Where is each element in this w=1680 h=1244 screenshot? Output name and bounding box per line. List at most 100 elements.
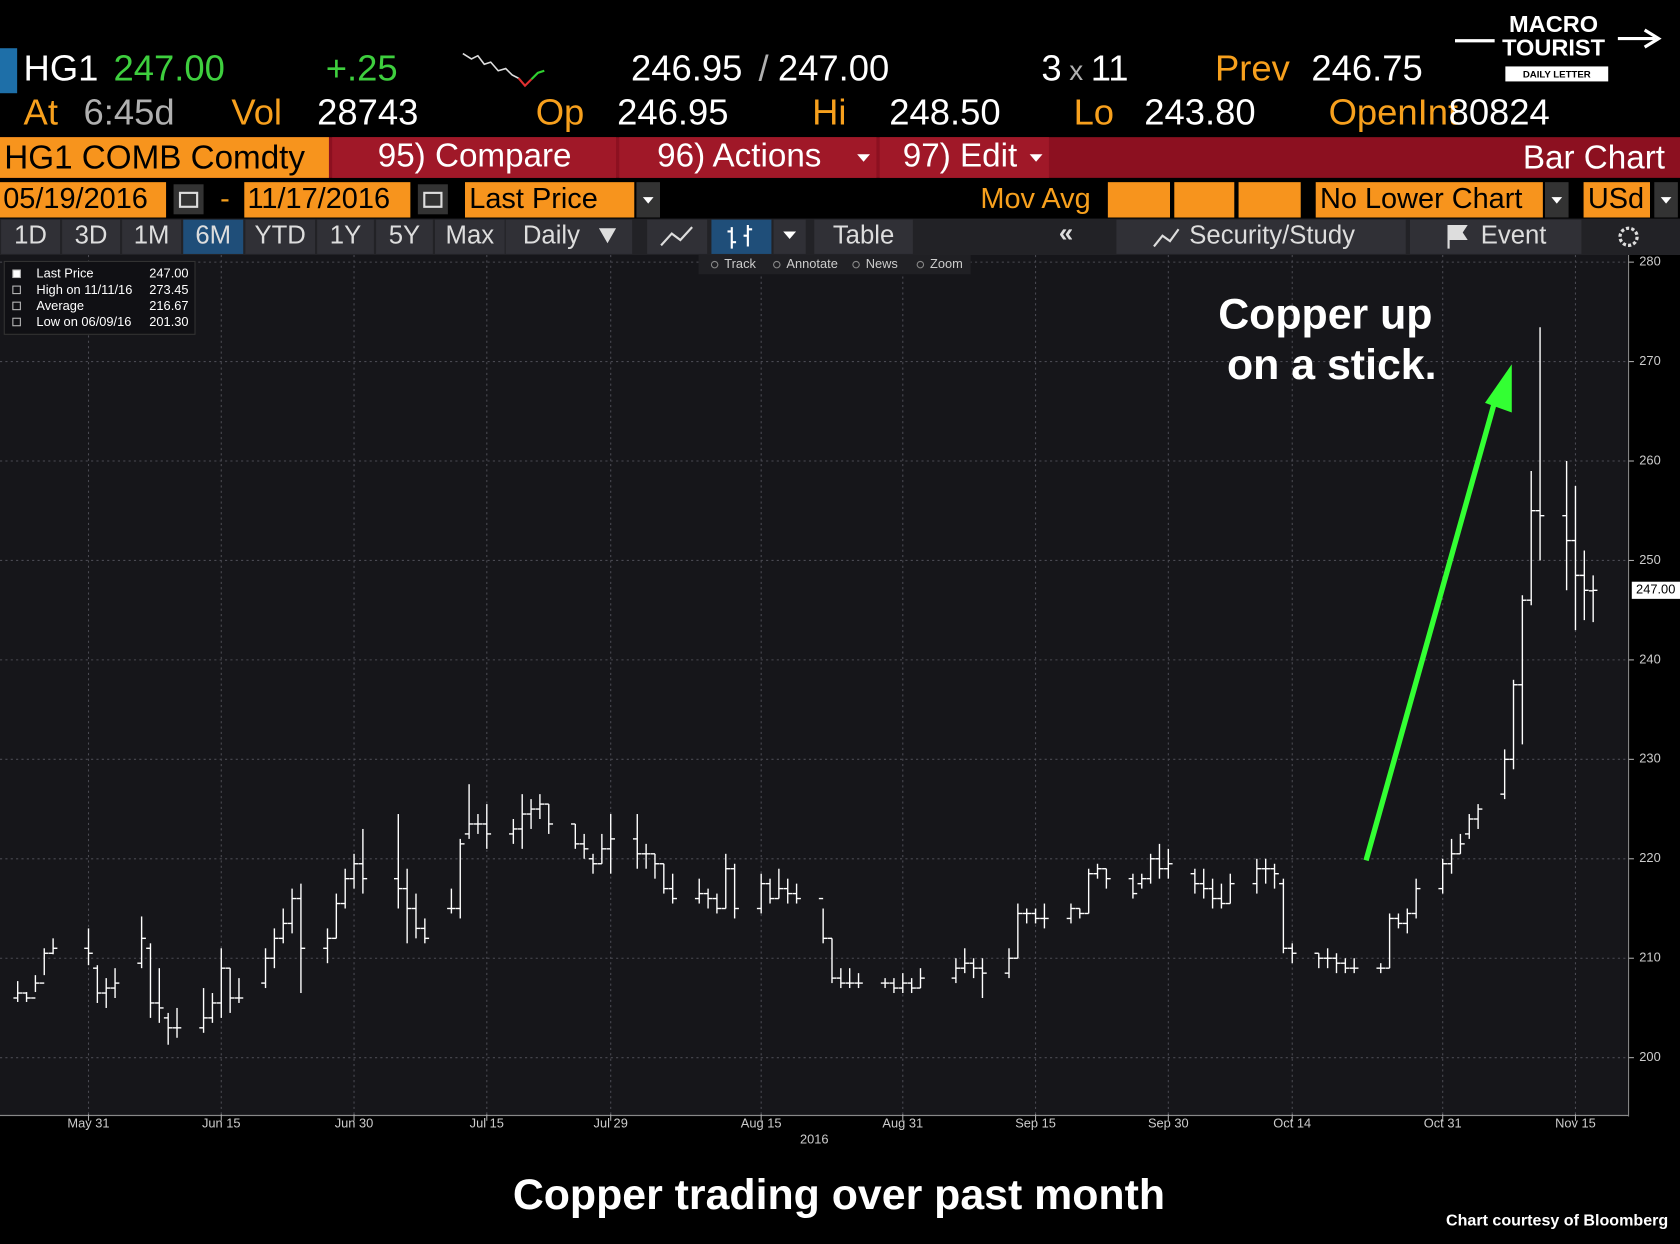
mov-avg-box[interactable] <box>1238 182 1301 218</box>
y-tick-label: 200 <box>1639 1049 1660 1064</box>
high: 248.50 <box>889 91 1000 132</box>
x-tick-label: Nov 15 <box>1555 1115 1596 1130</box>
y-tick-label: 280 <box>1639 254 1660 269</box>
chart-tool-icon <box>852 260 860 269</box>
security[interactable]: HG1 COMB Comdty <box>4 139 305 176</box>
period-button[interactable] <box>122 219 182 254</box>
end-date[interactable]: 11/17/2016 <box>248 183 391 215</box>
legend-label: Last Price <box>36 266 93 281</box>
x-tick-label: Oct 14 <box>1273 1115 1311 1130</box>
period-button[interactable] <box>435 219 505 254</box>
table[interactable]: Table <box>833 222 894 250</box>
plot-area <box>0 255 1629 1117</box>
caption: Copper trading over past month <box>513 1171 1165 1219</box>
period[interactable]: 1Y <box>330 222 361 250</box>
period-button[interactable] <box>62 219 120 254</box>
security-study[interactable]: Security/Study <box>1189 222 1355 250</box>
calendar-glyph <box>178 191 199 208</box>
start-date[interactable]: 05/19/2016 <box>3 183 148 215</box>
field[interactable]: Last Price <box>469 183 598 215</box>
vol-label: Vol <box>231 91 282 132</box>
collapse[interactable]: « <box>1059 219 1073 247</box>
open: 246.95 <box>617 91 728 132</box>
frequency[interactable]: Daily <box>523 222 580 250</box>
mov-avg-box[interactable] <box>1174 182 1235 218</box>
legend-items: Last Price 247.00 High on 11/11/16 273.45 Av… <box>12 266 189 329</box>
event[interactable]: Event <box>1481 222 1547 250</box>
low: 243.80 <box>1144 91 1255 132</box>
compare[interactable]: 95) Compare <box>378 137 572 174</box>
currency[interactable]: USd <box>1588 183 1644 215</box>
period-button[interactable] <box>245 219 315 254</box>
x-tick-label: Jul 15 <box>470 1115 504 1130</box>
dropdown-arrow <box>642 197 654 204</box>
lower-chart-box[interactable] <box>1315 182 1543 218</box>
chart-tool-icon <box>916 260 925 269</box>
chart-type[interactable]: Bar Chart <box>1523 139 1665 176</box>
separator: / <box>759 47 770 88</box>
study-icon <box>1153 228 1180 248</box>
x-tick-label: Sep 30 <box>1148 1115 1189 1130</box>
period[interactable]: Max <box>446 222 495 250</box>
dropdown-arrow <box>783 231 797 239</box>
logo: MACRO TOURIST DAILY LETTER <box>1455 11 1662 82</box>
period-button[interactable] <box>183 219 244 254</box>
table-button[interactable] <box>814 219 913 254</box>
actions[interactable]: 96) Actions <box>657 137 821 174</box>
chart-tools <box>698 255 971 275</box>
chart-tool[interactable]: Track <box>724 256 756 271</box>
period[interactable]: 3D <box>75 222 108 250</box>
x-tick-label: Jul 29 <box>594 1115 628 1130</box>
edit[interactable]: 97) Edit <box>903 137 1017 174</box>
calendar-icon[interactable] <box>417 184 448 215</box>
date-box[interactable] <box>0 182 167 218</box>
legend-marker <box>12 269 21 279</box>
dropdown-arrow <box>857 154 870 162</box>
prev-label: Prev <box>1215 47 1291 88</box>
period[interactable]: 6M <box>195 222 231 250</box>
legend-marker <box>12 301 21 311</box>
open-interest: 80824 <box>1449 91 1550 132</box>
edit-button[interactable] <box>879 137 1049 178</box>
period[interactable]: 1M <box>134 222 170 250</box>
date-box[interactable] <box>244 182 411 218</box>
event-button[interactable] <box>1410 219 1582 254</box>
op-label: Op <box>536 91 585 132</box>
bar-chart-button[interactable] <box>711 219 772 254</box>
legend-value: 273.45 <box>149 282 188 297</box>
actions-button[interactable] <box>619 137 877 178</box>
legend-value: 201.30 <box>149 314 188 329</box>
field-box[interactable] <box>465 182 635 218</box>
lower-chart[interactable]: No Lower Chart <box>1320 183 1522 215</box>
security-box[interactable] <box>0 137 329 178</box>
period-button[interactable] <box>317 219 374 254</box>
mov-avg-box[interactable] <box>1107 182 1170 218</box>
time: 6:45d <box>84 91 175 132</box>
x-tick-label: Oct 31 <box>1424 1115 1462 1130</box>
compare-button[interactable] <box>332 137 617 178</box>
x-tick-label: Jun 15 <box>202 1115 241 1130</box>
period[interactable]: 1D <box>14 222 47 250</box>
sparkline <box>462 52 519 79</box>
period[interactable]: 5Y <box>389 222 420 250</box>
credit: Chart courtesy of Bloomberg <box>1446 1212 1668 1230</box>
currency-box[interactable] <box>1583 182 1650 218</box>
x-tick-label: Sep 15 <box>1015 1115 1056 1130</box>
y-tick-label: 220 <box>1639 850 1660 865</box>
settings-icon[interactable] <box>1618 226 1639 247</box>
y-tick-label: 250 <box>1639 552 1660 567</box>
chart-tool[interactable]: Zoom <box>930 256 963 271</box>
dropdown-arrow <box>598 228 617 244</box>
period[interactable]: YTD <box>254 222 305 250</box>
dropdown-arrow <box>1551 197 1563 204</box>
period-button[interactable] <box>1 219 60 254</box>
ask: 247.00 <box>778 47 889 88</box>
legend-value: 216.67 <box>149 298 188 313</box>
calendar-icon[interactable] <box>173 184 204 215</box>
period-button[interactable] <box>376 219 433 254</box>
chart-tool[interactable]: Annotate <box>786 256 837 271</box>
sparkline-down <box>517 77 533 88</box>
chart-tool[interactable]: News <box>866 256 898 271</box>
dropdown-arrow <box>1029 154 1043 162</box>
